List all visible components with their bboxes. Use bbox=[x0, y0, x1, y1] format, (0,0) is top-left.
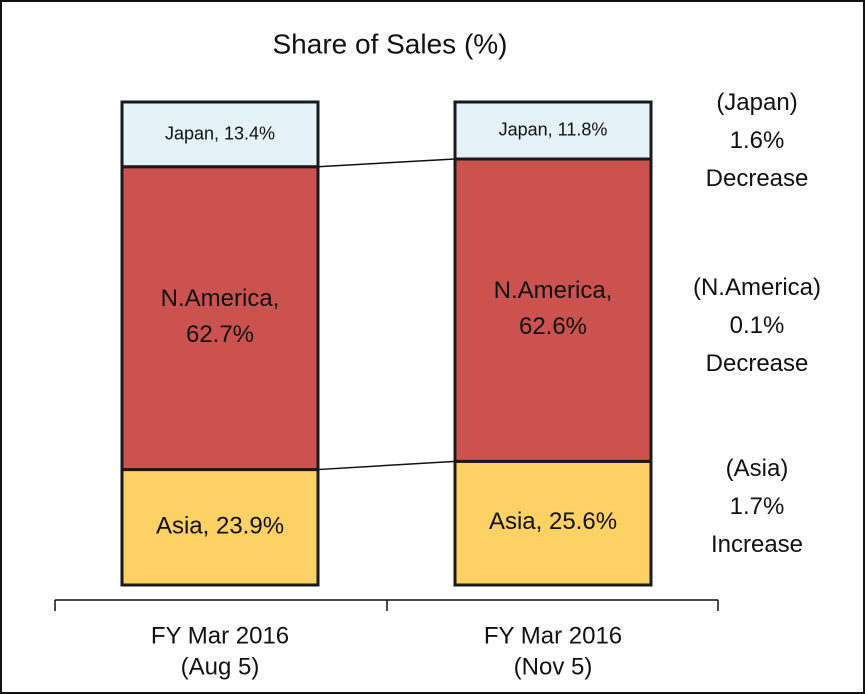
bar-segment bbox=[120, 100, 320, 169]
connector-line bbox=[317, 158, 456, 168]
value-label: Japan, 13.4% bbox=[165, 123, 275, 143]
value-label: Japan, 11.8% bbox=[499, 119, 608, 139]
annotation: (N.America) 0.1% Decrease bbox=[693, 274, 821, 377]
bar-segment bbox=[453, 157, 653, 463]
x-tick-label: FY Mar 2016 (Aug 5) bbox=[151, 623, 289, 681]
annotation: (Asia) 1.7% Increase bbox=[711, 455, 803, 558]
value-label: N.America, 62.6% bbox=[494, 278, 613, 341]
annotation: (Japan) 1.6% Decrease bbox=[706, 89, 809, 192]
value-label: N.America, 62.7% bbox=[161, 285, 280, 348]
bar-segment bbox=[120, 468, 320, 587]
connector-line bbox=[317, 460, 456, 471]
value-label: Asia, 23.9% bbox=[156, 513, 284, 540]
x-tick-label: FY Mar 2016 (Nov 5) bbox=[484, 623, 622, 681]
value-label: Asia, 25.6% bbox=[489, 509, 617, 536]
bar-segment bbox=[120, 165, 320, 472]
chart-title: Share of Sales (%) bbox=[273, 28, 508, 59]
bar-segment bbox=[453, 100, 653, 161]
